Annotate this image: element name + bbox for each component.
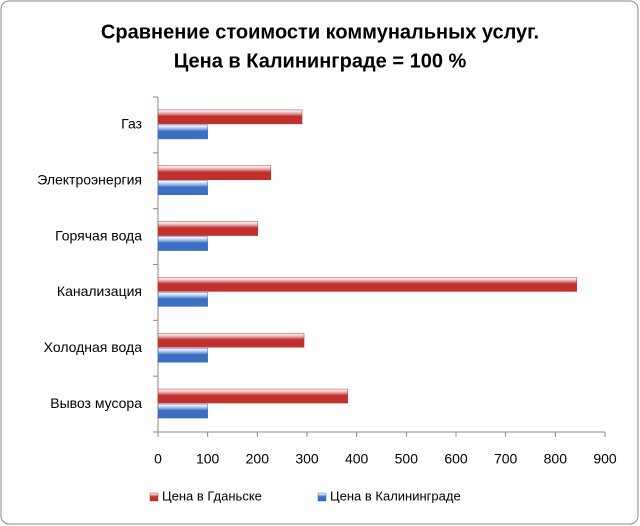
x-tick-label: 300 [295, 451, 319, 467]
x-tick-label: 500 [395, 451, 419, 467]
chart-subtitle: Цена в Калининграде = 100 % [174, 50, 467, 72]
bar [157, 333, 305, 348]
legend-swatch [149, 492, 159, 502]
y-tick-label: Горячая вода [55, 227, 142, 243]
bar [157, 292, 208, 307]
legend-swatch [317, 492, 327, 502]
bar [157, 221, 259, 236]
y-tick-label: Вывоз мусора [50, 395, 142, 411]
y-tick-label: Холодная вода [44, 339, 143, 355]
bar [157, 109, 303, 125]
x-tick-label: 700 [494, 451, 518, 467]
bar [157, 236, 208, 251]
bar [157, 180, 208, 195]
legend-label: Цена в Калининграде [330, 488, 461, 503]
legend-label: Цена в Гданьске [162, 488, 262, 503]
x-tick-label: 0 [154, 451, 162, 467]
chart-title: Сравнение стоимости коммунальных услуг. [101, 21, 539, 43]
y-tick-label: Канализация [57, 283, 142, 299]
y-tick-label: Электроэнергия [37, 171, 142, 187]
x-tick-label: 800 [544, 451, 568, 467]
x-tick-label: 400 [345, 451, 369, 467]
x-tick-label: 900 [593, 451, 617, 467]
x-tick-label: 100 [196, 451, 220, 467]
y-tick-label: Газ [121, 116, 142, 132]
bar [157, 277, 577, 292]
bar [157, 124, 208, 140]
x-tick-label: 600 [444, 451, 468, 467]
bar [157, 165, 271, 180]
bar [157, 403, 208, 419]
x-tick-label: 200 [246, 451, 270, 467]
bar [157, 348, 208, 363]
bar [157, 388, 348, 404]
